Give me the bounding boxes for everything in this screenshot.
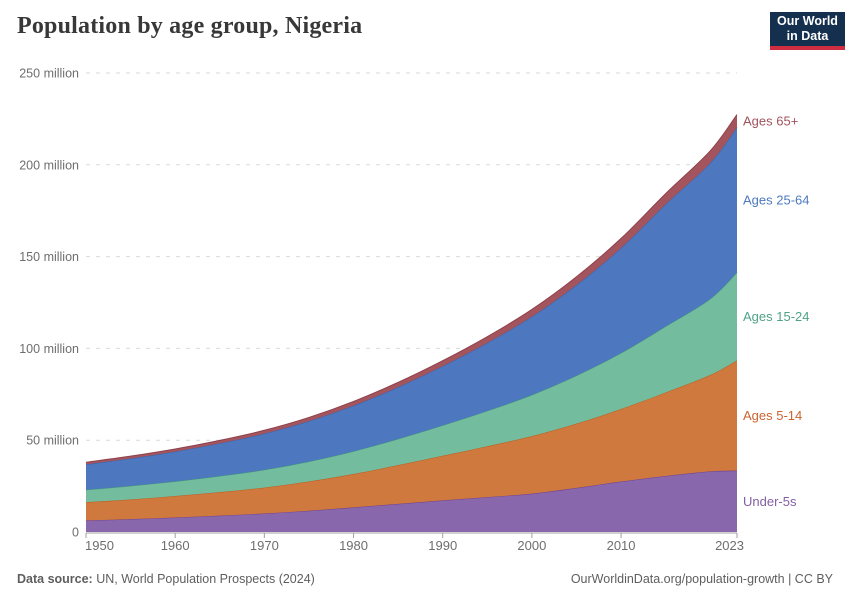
y-axis-label-100: 100 million	[19, 342, 79, 356]
y-axis-label-0: 0	[72, 526, 79, 540]
legend-label-ages-5-14[interactable]: Ages 5-14	[743, 408, 802, 423]
legend-label-ages-25-64[interactable]: Ages 25-64	[743, 192, 810, 207]
owid-logo-line1: Our World	[777, 14, 838, 28]
y-axis-label-150: 150 million	[19, 250, 79, 264]
data-source-label: Data source:	[17, 572, 93, 586]
x-axis-label-1960: 1960	[161, 538, 190, 553]
legend-label-ages-65-[interactable]: Ages 65+	[743, 113, 798, 128]
y-axis-label-200: 200 million	[19, 158, 79, 172]
legend-label-ages-15-24[interactable]: Ages 15-24	[743, 309, 810, 324]
credit-link[interactable]: OurWorldinData.org/population-growth | C…	[570, 572, 833, 586]
data-source-text: UN, World Population Prospects (2024)	[92, 572, 315, 586]
chart-footer: Data source: UN, World Population Prospe…	[17, 572, 833, 586]
x-axis-label-1950: 1950	[85, 538, 114, 553]
y-axis-label-50: 50 million	[26, 434, 79, 448]
area-ages-15-24[interactable]	[86, 272, 737, 503]
x-axis-label-1980: 1980	[339, 538, 368, 553]
legend-label-under-5s[interactable]: Under-5s	[743, 494, 797, 509]
x-axis-label-2000: 2000	[517, 538, 546, 553]
area-under-5s[interactable]	[86, 470, 737, 532]
x-axis-label-1970: 1970	[250, 538, 279, 553]
x-axis-label-1990: 1990	[428, 538, 457, 553]
owid-logo-line2: in Data	[786, 29, 829, 43]
area-top-line-ages-65-	[85, 114, 738, 463]
y-axis-label-250: 250 million	[19, 67, 79, 81]
data-source: Data source: UN, World Population Prospe…	[17, 572, 315, 586]
area-ages-25-64[interactable]	[86, 127, 737, 490]
x-axis-label-2010: 2010	[607, 538, 636, 553]
area-ages-5-14[interactable]	[86, 360, 737, 521]
x-axis-label-2023: 2023	[715, 538, 744, 553]
page-title: Population by age group, Nigeria	[17, 13, 363, 39]
owid-logo[interactable]: Our World in Data	[770, 12, 845, 50]
